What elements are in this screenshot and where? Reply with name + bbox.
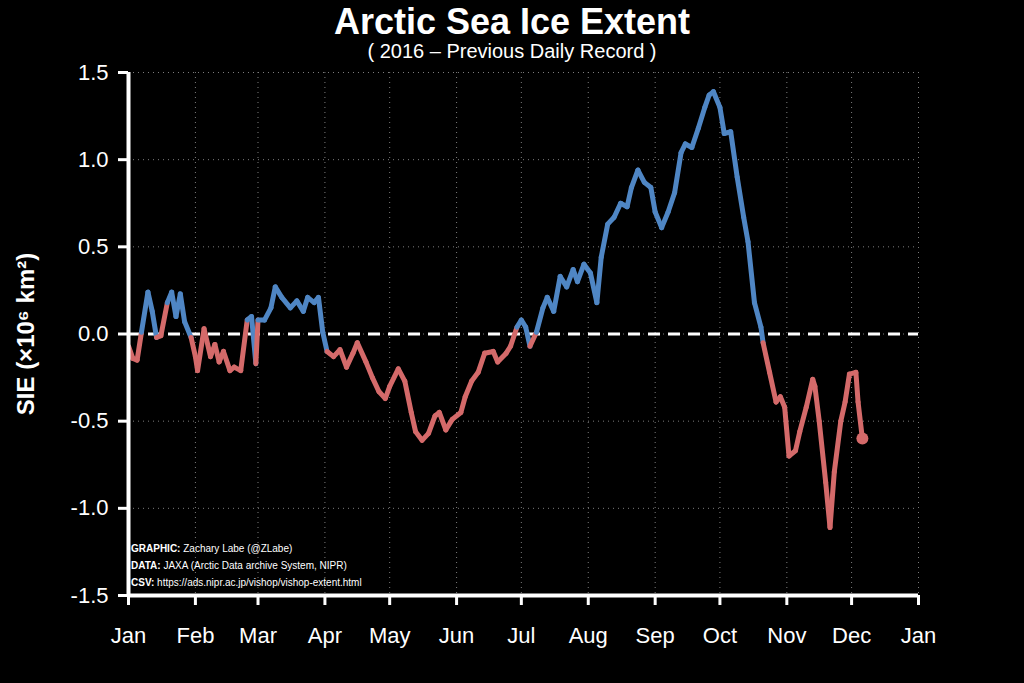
svg-text:Sep: Sep bbox=[636, 623, 675, 648]
svg-text:Apr: Apr bbox=[308, 623, 342, 648]
svg-text:Jan: Jan bbox=[901, 623, 936, 648]
svg-text:Oct: Oct bbox=[703, 623, 737, 648]
svg-text:1.5: 1.5 bbox=[78, 60, 109, 85]
svg-text:1.0: 1.0 bbox=[78, 147, 109, 172]
svg-text:-0.5: -0.5 bbox=[71, 408, 109, 433]
svg-text:Jun: Jun bbox=[439, 623, 474, 648]
html-text:GRAPHIC: Zachary Labe (@ZLabe): GRAPHIC: Zachary Labe (@ZLabe) bbox=[131, 543, 293, 554]
html-text:( 2016 – Previous Daily Record: ( 2016 – Previous Daily Record ) bbox=[367, 40, 657, 62]
html-text:DATA: JAXA (Arctic Data archiv: DATA: JAXA (Arctic Data archive System, … bbox=[131, 560, 347, 571]
svg-text:Jul: Jul bbox=[507, 623, 535, 648]
svg-text:Feb: Feb bbox=[176, 623, 214, 648]
svg-text:May: May bbox=[369, 623, 411, 648]
svg-text:-1.0: -1.0 bbox=[71, 495, 109, 520]
svg-text:Jan: Jan bbox=[111, 623, 146, 648]
svg-text:Aug: Aug bbox=[569, 623, 608, 648]
svg-text:Dec: Dec bbox=[832, 623, 871, 648]
svg-text:-1.5: -1.5 bbox=[71, 583, 109, 608]
html-text:CSV: https://ads.nipr.ac.jp/vi: CSV: https://ads.nipr.ac.jp/vishop/visho… bbox=[131, 577, 362, 588]
html-text:Arctic Sea Ice Extent: Arctic Sea Ice Extent bbox=[333, 1, 691, 42]
svg-text:Mar: Mar bbox=[239, 623, 277, 648]
svg-text:0.5: 0.5 bbox=[78, 234, 109, 259]
svg-text:0.0: 0.0 bbox=[78, 321, 109, 346]
svg-text:SIE (×10⁶ km²): SIE (×10⁶ km²) bbox=[12, 253, 39, 415]
svg-text:Nov: Nov bbox=[767, 623, 806, 648]
